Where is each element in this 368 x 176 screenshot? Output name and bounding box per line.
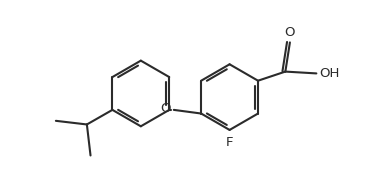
Text: OH: OH: [319, 67, 339, 80]
Text: O: O: [160, 102, 171, 115]
Text: F: F: [226, 136, 233, 149]
Text: O: O: [285, 26, 295, 39]
